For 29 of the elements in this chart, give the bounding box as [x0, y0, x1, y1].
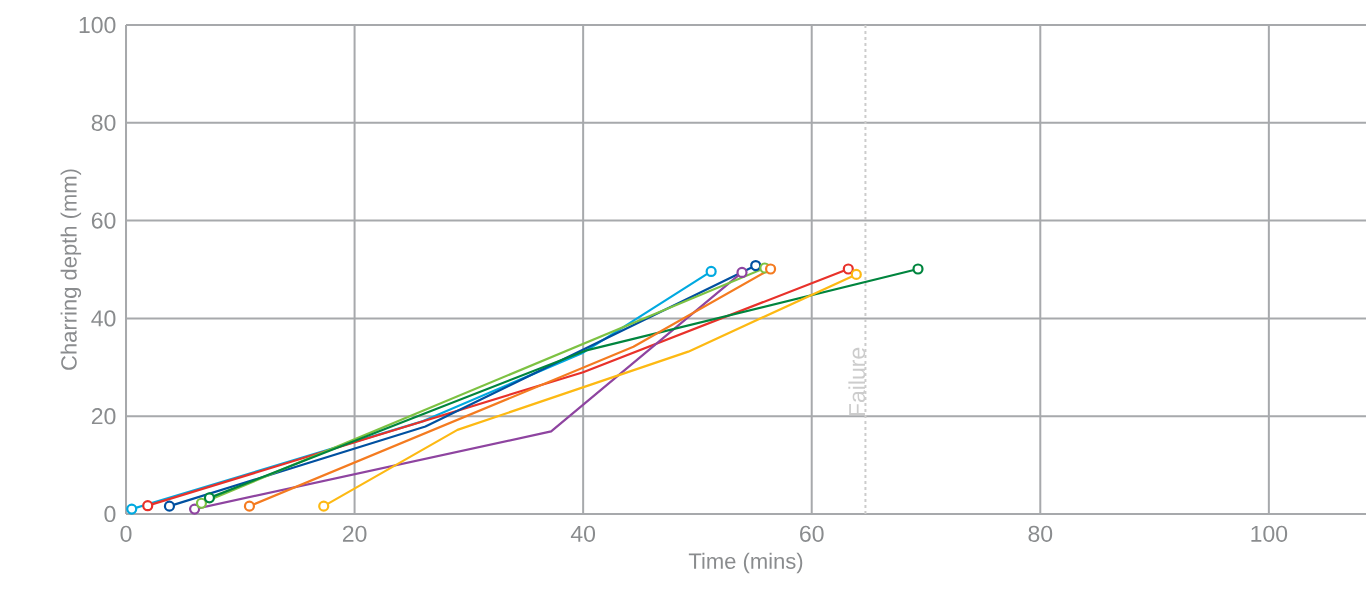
y-tick-label: 20	[91, 408, 116, 425]
point	[195, 497, 208, 509]
x-tick-label: 40	[570, 525, 596, 542]
point	[203, 492, 216, 504]
point	[750, 259, 762, 272]
x-axis-title: Time (mins)	[688, 552, 803, 574]
point	[842, 263, 854, 275]
y-tick-label: 0	[104, 505, 116, 523]
point	[912, 263, 924, 275]
x-tick-label: 80	[1028, 525, 1053, 542]
point	[850, 268, 862, 280]
point	[126, 503, 138, 515]
y-axis-title: Charring depth (mm)	[60, 169, 82, 370]
x-tick-label: 0	[120, 525, 132, 542]
point	[736, 266, 748, 279]
point	[188, 503, 201, 515]
y-tick-label: 100	[79, 16, 116, 34]
point	[243, 500, 256, 512]
x-tick-label: 100	[1251, 525, 1288, 542]
point	[764, 263, 777, 275]
point	[705, 265, 717, 278]
point	[142, 500, 154, 512]
point	[163, 500, 176, 512]
y-tick-label: 60	[91, 212, 116, 229]
y-tick-label: 80	[91, 114, 116, 131]
x-tick-label: 60	[800, 525, 824, 542]
point	[318, 500, 330, 512]
x-tick-label: 20	[342, 525, 367, 542]
y-tick-label: 40	[91, 310, 116, 327]
